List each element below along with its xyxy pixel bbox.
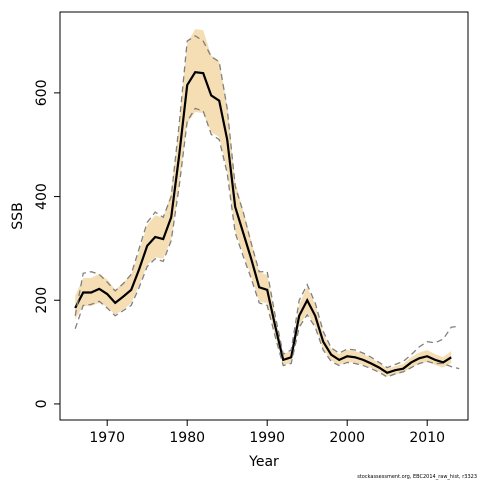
y-tick-label: 400: [34, 183, 50, 210]
x-tick-label: 1980: [169, 430, 205, 446]
footnote: stockassessment.org, EBC2014_raw_hist, r…: [357, 474, 477, 480]
y-tick-label: 200: [34, 287, 50, 314]
confidence-band: [75, 29, 452, 377]
series-line: [74, 107, 460, 378]
x-tick-label: 2000: [329, 430, 365, 446]
y-axis-label: SSB: [10, 202, 26, 229]
series-line: [74, 35, 460, 369]
x-axis-label: Year: [248, 454, 279, 470]
y-tick-label: 0: [34, 399, 50, 408]
x-tick-label: 1990: [249, 430, 285, 446]
plot-frame: [59, 11, 469, 421]
series-line: [74, 70, 452, 375]
x-tick-label: 1970: [89, 430, 125, 446]
y-tick-label: 600: [34, 80, 50, 107]
x-tick-label: 2010: [409, 430, 445, 446]
